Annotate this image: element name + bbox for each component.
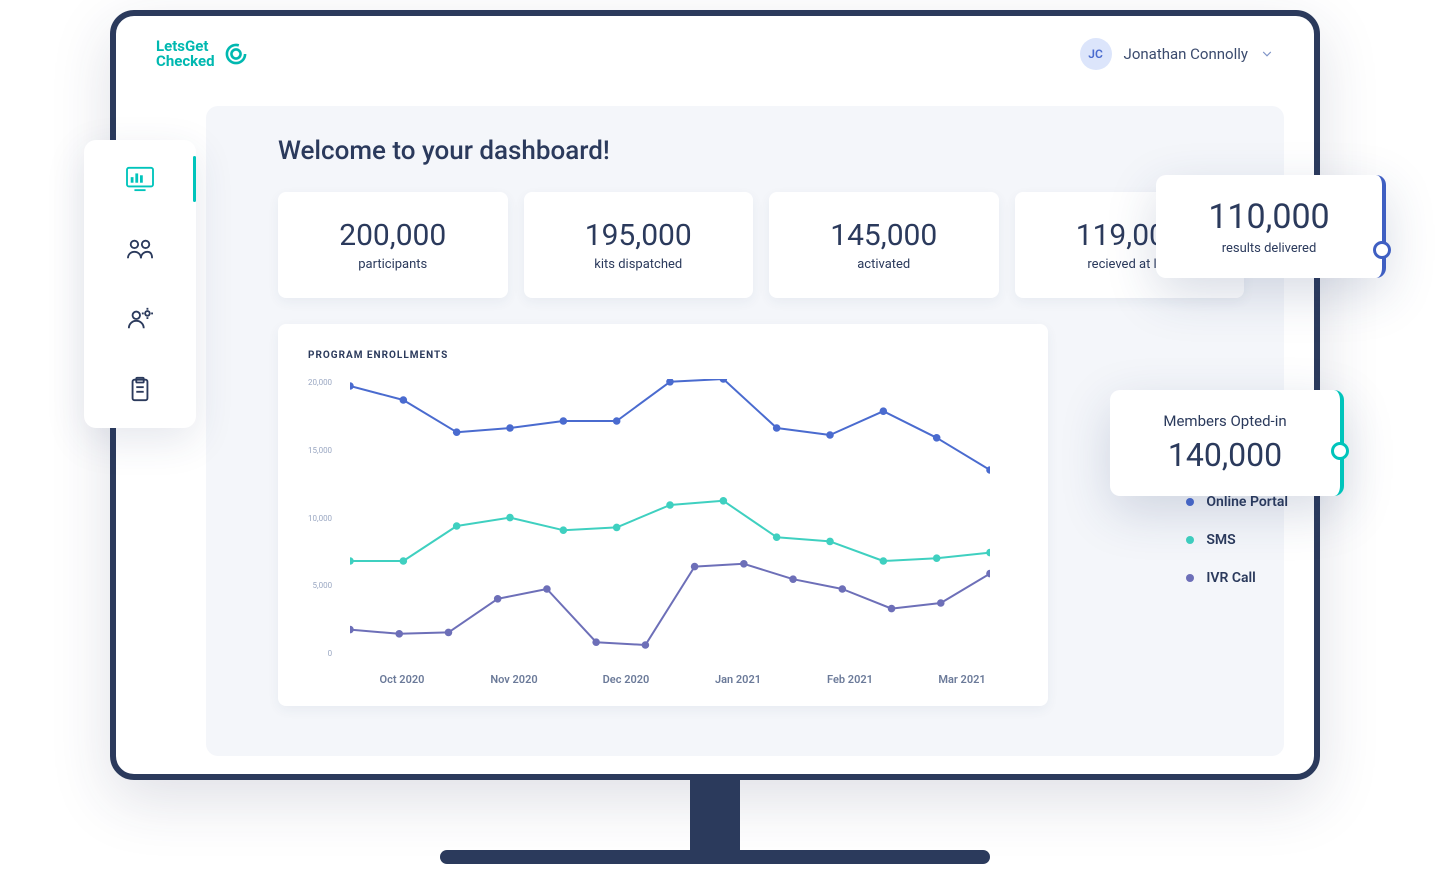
legend-item: IVR Call — [1186, 570, 1288, 586]
x-tick: Jan 2021 — [682, 673, 794, 686]
x-tick: Dec 2020 — [570, 673, 682, 686]
x-tick: Nov 2020 — [458, 673, 570, 686]
float-value: 140,000 — [1140, 436, 1310, 474]
chart-body: 20,000 15,000 10,000 5,000 0 — [308, 379, 1018, 659]
float-card-opted: Members Opted-in 140,000 — [1110, 390, 1344, 496]
monitor-base — [440, 850, 990, 864]
y-tick: 10,000 — [308, 515, 332, 524]
chart-title: PROGRAM ENROLLMENTS — [308, 350, 1018, 361]
legend-label: IVR Call — [1206, 570, 1255, 586]
stat-value: 195,000 — [534, 218, 744, 253]
chart-legend: Online Portal SMS IVR Call — [1186, 494, 1288, 586]
chart-plot — [350, 379, 990, 659]
dashboard-icon — [125, 166, 155, 192]
stat-label: activated — [779, 257, 989, 272]
y-tick: 20,000 — [308, 379, 332, 388]
chart-card: PROGRAM ENROLLMENTS 20,000 15,000 10,000… — [278, 324, 1048, 706]
float-card-results: 110,000 results delivered — [1156, 175, 1386, 278]
avatar: JC — [1080, 38, 1112, 70]
team-icon — [125, 306, 155, 332]
header: LetsGet Checked JC Jonathan Connolly — [116, 16, 1314, 80]
legend-label: SMS — [1206, 532, 1235, 548]
brand-line2: Checked — [156, 54, 215, 69]
sidebar-item-team[interactable] — [84, 302, 196, 336]
legend-dot — [1186, 574, 1194, 582]
sidebar — [84, 140, 196, 428]
float-label: results delivered — [1186, 241, 1352, 256]
legend-dot — [1186, 536, 1194, 544]
legend-item: Online Portal — [1186, 494, 1288, 510]
legend-dot — [1186, 498, 1194, 506]
sidebar-item-dashboard[interactable] — [84, 162, 196, 196]
sidebar-item-users[interactable] — [84, 232, 196, 266]
x-tick: Mar 2021 — [906, 673, 1018, 686]
stat-value: 145,000 — [779, 218, 989, 253]
legend-label: Online Portal — [1206, 494, 1288, 510]
brand-logo: LetsGet Checked — [156, 39, 249, 69]
monitor-stand — [690, 780, 740, 855]
x-tick: Feb 2021 — [794, 673, 906, 686]
y-axis: 20,000 15,000 10,000 5,000 0 — [308, 379, 332, 659]
stat-label: kits dispatched — [534, 257, 744, 272]
users-icon — [125, 236, 155, 262]
user-name: Jonathan Connolly — [1124, 45, 1248, 63]
clipboard-icon — [125, 376, 155, 402]
float-label: Members Opted-in — [1140, 412, 1310, 430]
stat-value: 200,000 — [288, 218, 498, 253]
legend-item: SMS — [1186, 532, 1288, 548]
user-menu[interactable]: JC Jonathan Connolly — [1080, 38, 1274, 70]
stat-card-kits: 195,000 kits dispatched — [524, 192, 754, 298]
sidebar-item-clipboard[interactable] — [84, 372, 196, 406]
y-tick: 0 — [308, 650, 332, 659]
stat-row: 200,000 participants 195,000 kits dispat… — [278, 192, 1244, 298]
x-axis: Oct 2020 Nov 2020 Dec 2020 Jan 2021 Feb … — [346, 673, 1018, 686]
float-value: 110,000 — [1186, 197, 1352, 237]
chart-svg — [350, 379, 990, 659]
stat-card-participants: 200,000 participants — [278, 192, 508, 298]
stat-label: participants — [288, 257, 498, 272]
y-tick: 15,000 — [308, 447, 332, 456]
chevron-down-icon — [1260, 47, 1274, 61]
x-tick: Oct 2020 — [346, 673, 458, 686]
stat-card-activated: 145,000 activated — [769, 192, 999, 298]
page-title: Welcome to your dashboard! — [278, 136, 1244, 166]
brand-swirl-icon — [223, 41, 249, 67]
y-tick: 5,000 — [308, 582, 332, 591]
